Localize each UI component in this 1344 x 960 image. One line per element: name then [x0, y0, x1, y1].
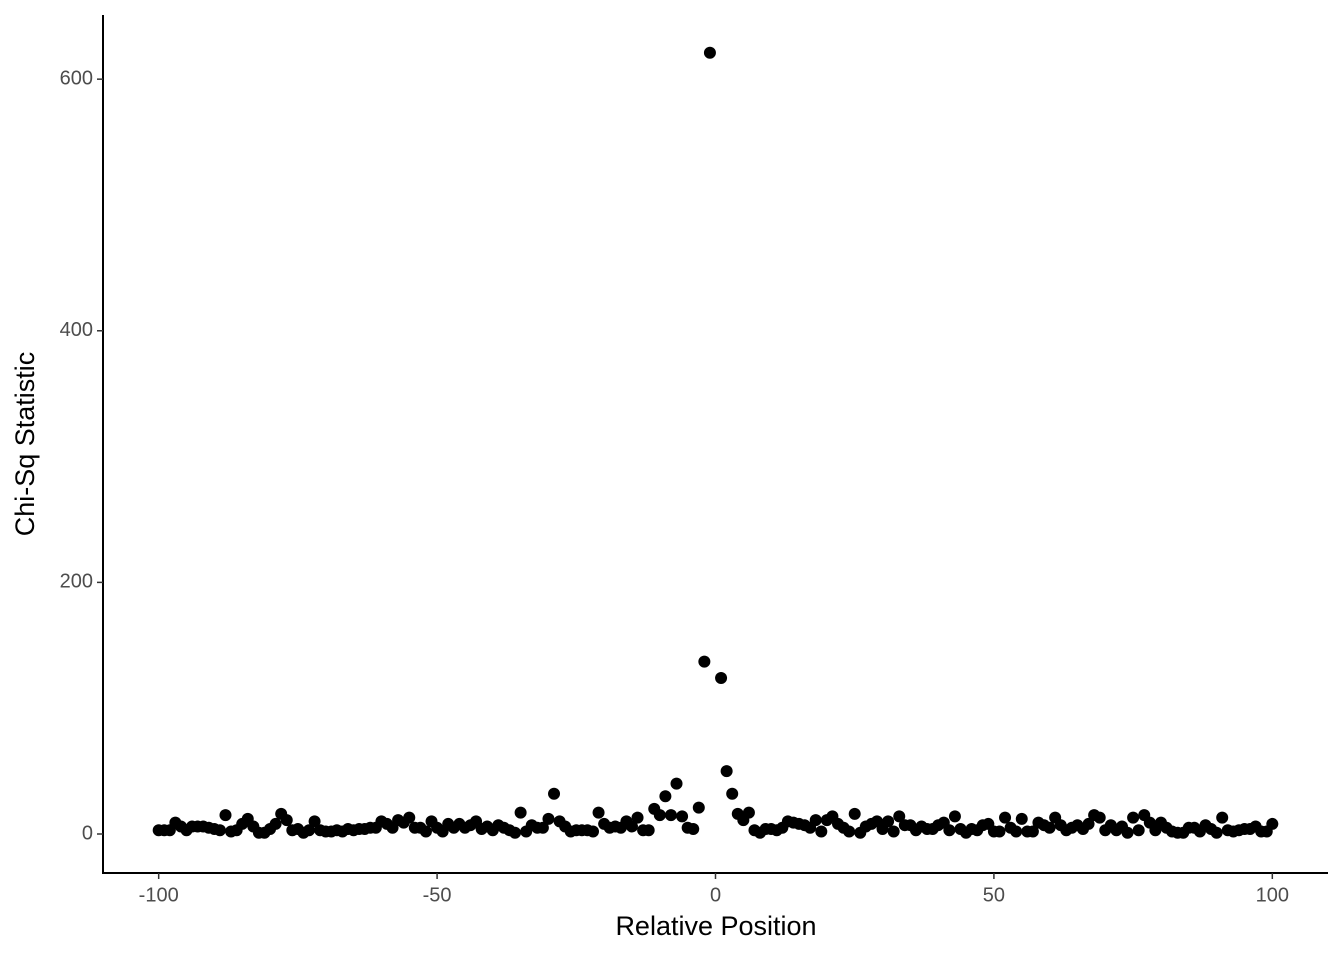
point	[887, 825, 900, 838]
point	[1210, 826, 1223, 839]
point	[592, 806, 605, 819]
point	[843, 825, 856, 838]
point	[1266, 817, 1279, 830]
x-tick-label: 50	[983, 884, 1005, 906]
y-axis-title: Chi-Sq Statistic	[10, 352, 40, 537]
x-tick-label: -100	[139, 884, 179, 906]
point	[269, 817, 282, 830]
point	[219, 809, 232, 822]
point	[720, 765, 733, 778]
y-tick-label: 400	[60, 319, 93, 341]
point	[993, 825, 1006, 838]
point	[1093, 811, 1106, 824]
y-tick-label: 200	[60, 571, 93, 593]
point	[642, 824, 655, 837]
point	[1127, 811, 1140, 824]
point	[943, 824, 956, 837]
point	[514, 806, 527, 819]
point	[715, 672, 728, 684]
x-tick-label: 100	[1256, 884, 1289, 906]
point	[542, 812, 555, 825]
point	[1043, 821, 1056, 834]
point	[1082, 817, 1095, 830]
point	[670, 777, 683, 790]
point	[625, 820, 638, 833]
point	[848, 807, 861, 820]
point	[948, 810, 961, 823]
point	[631, 811, 644, 824]
x-tick-label: -50	[423, 884, 452, 906]
point	[664, 809, 677, 822]
point	[676, 810, 689, 823]
x-axis-title: Relative Position	[615, 911, 816, 941]
point	[653, 809, 666, 822]
point	[882, 815, 895, 828]
y-tick-label: 0	[82, 822, 93, 844]
point	[1216, 811, 1229, 824]
point	[726, 787, 739, 800]
point	[893, 810, 906, 823]
point	[999, 811, 1012, 824]
point	[403, 811, 416, 824]
point	[587, 825, 599, 838]
point	[809, 814, 822, 827]
point	[303, 824, 316, 837]
point	[548, 787, 561, 800]
point	[1010, 825, 1023, 838]
point	[213, 824, 226, 837]
point	[419, 825, 432, 838]
point	[692, 801, 705, 814]
point	[703, 46, 716, 59]
point	[1132, 824, 1145, 837]
point	[308, 815, 321, 828]
point	[280, 814, 293, 827]
x-tick-label: 0	[710, 884, 721, 906]
point	[1026, 825, 1039, 838]
point	[815, 825, 828, 838]
point	[698, 655, 711, 668]
point	[659, 790, 672, 803]
point	[509, 826, 522, 839]
y-tick-label: 600	[60, 67, 93, 89]
point	[687, 822, 700, 835]
point	[742, 806, 755, 819]
point	[536, 821, 549, 834]
point	[1015, 812, 1028, 825]
point	[1121, 826, 1134, 839]
